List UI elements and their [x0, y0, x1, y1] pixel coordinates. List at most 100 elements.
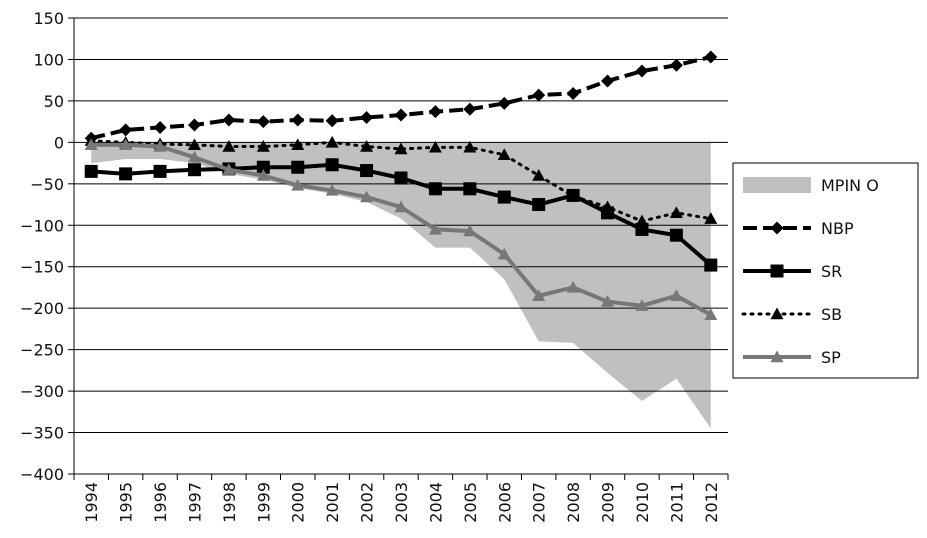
y-tick-label: 100	[33, 50, 64, 69]
x-tick-label: 2006	[495, 482, 514, 523]
marker	[360, 190, 374, 203]
marker	[84, 164, 98, 178]
legend: MPIN O NBP SR SB SP	[732, 162, 919, 379]
marker	[532, 198, 546, 212]
marker	[325, 114, 339, 128]
x-tick-label: 2001	[323, 482, 342, 523]
marker	[187, 138, 201, 151]
marker	[566, 189, 580, 202]
y-tick-label: 50	[44, 92, 64, 111]
x-tick-label: 1998	[220, 482, 239, 523]
x-tick-label: 1996	[151, 482, 170, 523]
marker	[704, 50, 718, 64]
marker	[669, 206, 683, 219]
marker	[119, 138, 133, 151]
marker	[153, 164, 167, 178]
marker	[770, 264, 784, 278]
marker	[360, 110, 374, 124]
x-tick-label: 1995	[117, 482, 136, 523]
marker	[532, 169, 546, 181]
y-tick-label: −50	[30, 175, 64, 194]
x-tick-label: 2000	[289, 482, 308, 523]
marker	[601, 295, 615, 307]
marker	[463, 182, 477, 196]
marker	[394, 200, 408, 213]
marker	[770, 221, 784, 235]
marker	[394, 108, 408, 122]
x-tick-label: 1997	[185, 482, 204, 523]
marker	[222, 163, 236, 175]
y-tick-label: −200	[20, 299, 64, 318]
marker	[428, 182, 442, 196]
marker	[497, 190, 511, 204]
y-tick-label: −250	[20, 341, 64, 360]
x-tick-label: 2003	[392, 482, 411, 523]
marker	[704, 258, 718, 272]
marker	[463, 224, 477, 237]
marker	[635, 299, 649, 311]
x-tick-label: 2009	[599, 482, 618, 523]
marker	[497, 96, 511, 110]
marker	[187, 150, 201, 163]
y-tick-label: −400	[20, 465, 64, 484]
x-tick-label: 2002	[358, 482, 377, 523]
legend-label: SB	[821, 305, 842, 324]
y-tick-label: −350	[20, 424, 64, 443]
marker	[394, 171, 408, 185]
marker	[428, 222, 442, 235]
marker	[635, 64, 649, 78]
y-tick-label: 0	[54, 133, 64, 152]
x-tick-label: 2004	[426, 482, 445, 523]
x-tick-label: 2010	[633, 482, 652, 523]
y-tick-label: −100	[20, 216, 64, 235]
marker	[770, 307, 784, 320]
x-tick-label: 1994	[82, 482, 101, 523]
marker	[153, 140, 167, 152]
y-tick-label: 150	[33, 9, 64, 28]
marker	[291, 160, 305, 174]
marker	[566, 280, 580, 293]
marker	[119, 167, 133, 181]
marker	[704, 212, 718, 224]
marker	[497, 247, 511, 260]
marker	[428, 140, 442, 153]
marker	[222, 113, 236, 127]
marker	[428, 105, 442, 119]
marker	[291, 113, 305, 127]
marker	[497, 148, 511, 160]
marker	[325, 158, 339, 172]
x-tick-label: 1999	[254, 482, 273, 523]
marker	[256, 169, 270, 181]
x-tick-label: 2005	[461, 482, 480, 523]
marker	[669, 228, 683, 242]
marker	[669, 289, 683, 301]
marker	[187, 118, 201, 132]
line	[90, 55, 712, 141]
marker	[360, 140, 374, 152]
marker	[187, 163, 201, 177]
legend-label: NBP	[821, 219, 854, 238]
marker	[325, 183, 339, 196]
marker	[566, 86, 580, 100]
marker	[256, 160, 270, 174]
marker	[153, 120, 167, 134]
y-tick-label: −150	[20, 258, 64, 277]
marker	[291, 178, 305, 191]
marker	[256, 115, 270, 129]
marker	[669, 58, 683, 72]
marker	[532, 88, 546, 102]
marker	[394, 142, 408, 155]
legend-label: SR	[821, 262, 842, 281]
marker	[463, 140, 477, 153]
marker	[256, 140, 270, 152]
marker	[635, 214, 649, 227]
marker	[291, 138, 305, 151]
marker	[463, 102, 477, 116]
area	[91, 142, 711, 429]
marker	[532, 289, 546, 301]
legend-swatch	[743, 177, 811, 193]
x-tick-label: 2008	[564, 482, 583, 523]
y-tick-label: −300	[20, 382, 64, 401]
marker	[770, 350, 784, 363]
